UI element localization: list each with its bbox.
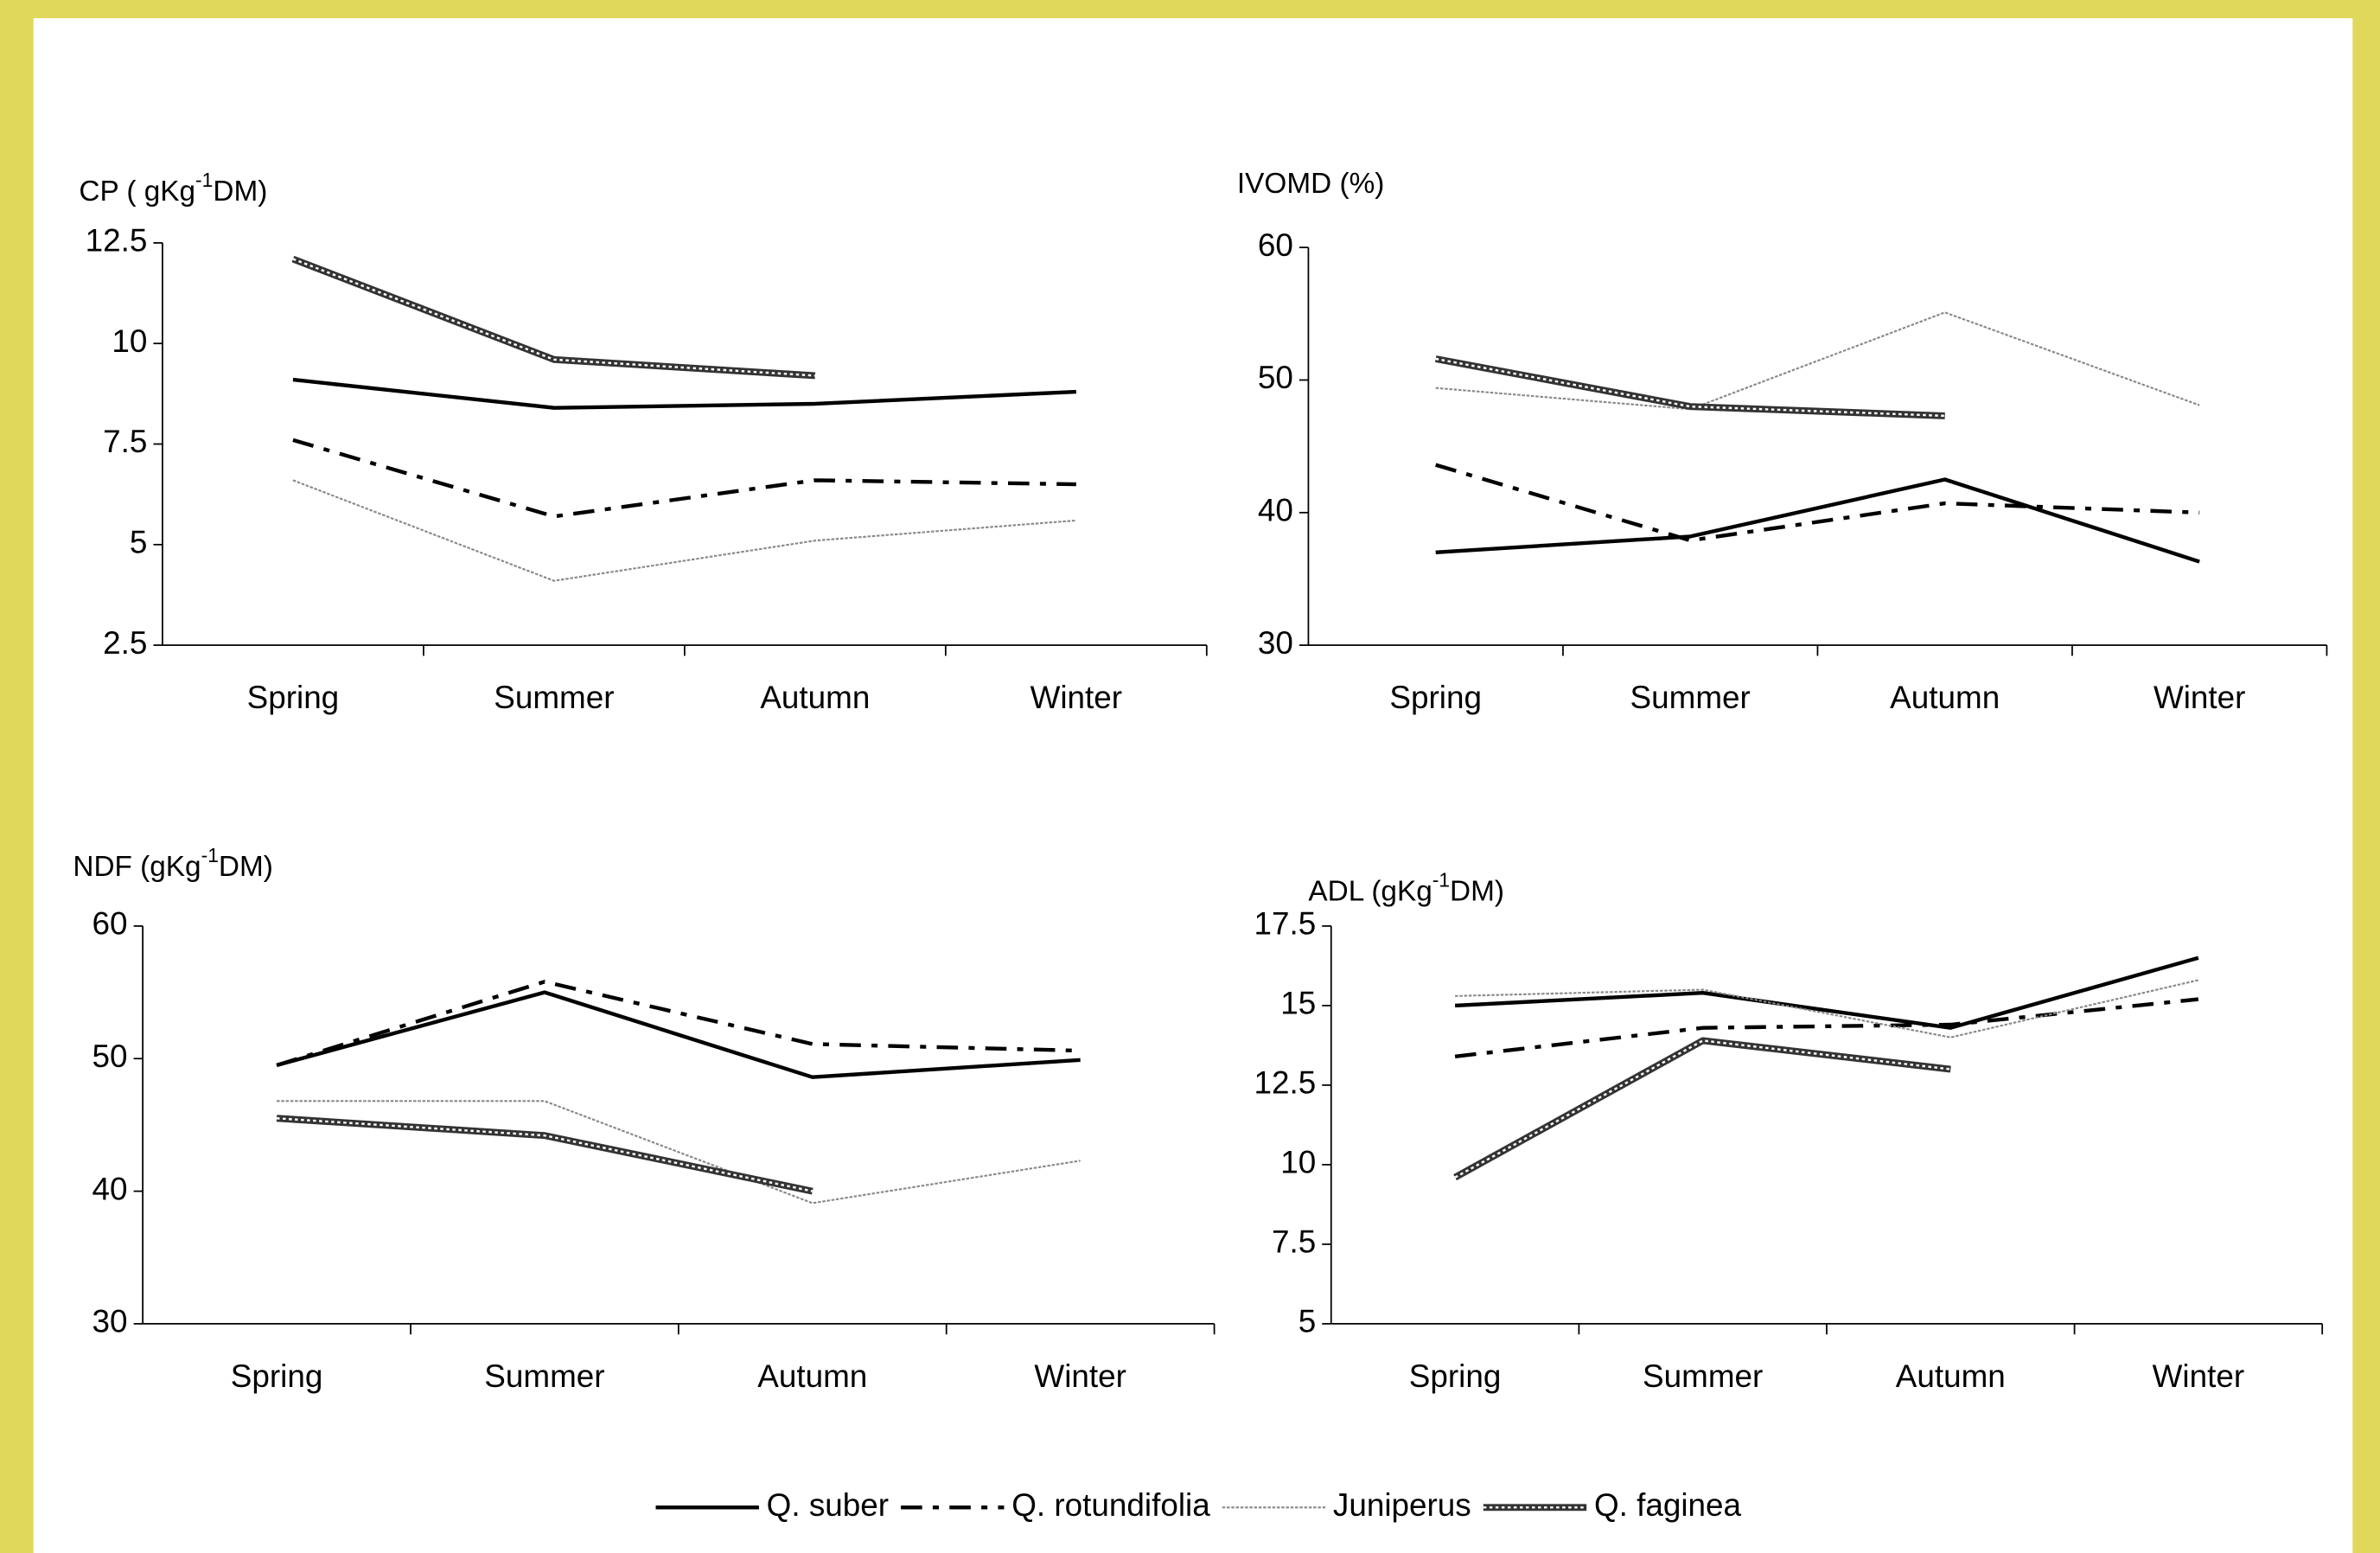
y-tick-label: 30 (1258, 625, 1293, 661)
series-line (277, 1100, 1081, 1205)
x-tick-label: Winter (1030, 680, 1123, 715)
x-tick-label: Winter (2153, 680, 2246, 715)
y-tick-label: 30 (93, 1304, 128, 1339)
legend-label: Q. faginea (1594, 1487, 1742, 1523)
title-part: CP ( gKg (79, 176, 195, 208)
x-tick-label: Spring (247, 680, 340, 715)
y-tick-label: 10 (112, 323, 147, 359)
y-tick-label: 60 (93, 906, 128, 942)
y-tick-label: 12.5 (1254, 1065, 1316, 1101)
legend-label: Q. rotundifolia (1011, 1487, 1210, 1523)
series-line (1455, 979, 2199, 1039)
legend-label: Juniperus (1333, 1487, 1471, 1523)
y-tick-label: 17.5 (1254, 906, 1316, 942)
series-line (292, 479, 1076, 582)
legend-label: Q. suber (767, 1487, 889, 1523)
chart-title: IVOMD (%) (1237, 168, 1384, 200)
series-line (1454, 955, 2199, 1030)
line-texture (276, 1117, 814, 1192)
chart-title: CP ( gKg-1DM) (79, 169, 267, 208)
series-line (1435, 477, 2200, 564)
x-tick-label: Spring (1409, 1358, 1502, 1394)
title-superscript: -1 (195, 169, 213, 191)
panel (33, 18, 2353, 1553)
line-texture (1454, 1039, 1951, 1179)
title-part: IVOMD (%) (1237, 168, 1384, 200)
title-part: DM) (1450, 875, 1504, 907)
y-tick-label: 60 (1258, 227, 1293, 263)
line-texture (1435, 357, 1945, 418)
y-tick-label: 5 (1298, 1304, 1317, 1339)
x-tick-label: Winter (2153, 1358, 2245, 1394)
y-tick-label: 40 (1258, 493, 1293, 528)
series-line (1454, 997, 2199, 1058)
y-tick-label: 40 (93, 1171, 128, 1206)
series-line (292, 438, 1076, 519)
title-part: DM) (213, 176, 267, 208)
x-tick-label: Autumn (1890, 680, 2000, 715)
title-part: ADL (gKg (1308, 875, 1432, 907)
y-tick-label: 10 (1280, 1145, 1316, 1180)
series-line (1435, 463, 2200, 543)
x-tick-label: Autumn (757, 1358, 867, 1394)
x-tick-label: Summer (484, 1358, 604, 1394)
y-tick-label: 50 (1258, 360, 1293, 395)
y-tick-label: 7.5 (1272, 1224, 1316, 1260)
x-tick-label: Summer (1630, 680, 1751, 715)
series-line (276, 990, 1081, 1079)
x-tick-label: Spring (1389, 680, 1482, 715)
x-tick-label: Winter (1034, 1358, 1126, 1394)
y-tick-label: 5 (130, 525, 148, 560)
series-line (1435, 311, 2200, 411)
title-part: DM) (219, 851, 273, 883)
title-superscript: -1 (1432, 868, 1450, 891)
y-tick-label: 7.5 (103, 424, 147, 459)
chart-title: NDF (gKg-1DM) (73, 844, 272, 883)
y-tick-label: 2.5 (103, 625, 147, 661)
y-tick-label: 12.5 (86, 223, 148, 259)
title-superscript: -1 (201, 844, 219, 866)
title-part: NDF (gKg (73, 851, 201, 883)
x-tick-label: Summer (1643, 1358, 1763, 1394)
chart-title: ADL (gKg-1DM) (1308, 868, 1504, 907)
x-tick-label: Spring (231, 1358, 323, 1394)
series-line (276, 980, 1081, 1068)
y-tick-label: 50 (93, 1039, 128, 1074)
line-texture (292, 258, 815, 377)
y-tick-label: 15 (1280, 986, 1316, 1021)
series-line (292, 377, 1076, 410)
x-tick-label: Autumn (760, 680, 870, 715)
x-tick-label: Summer (494, 680, 614, 715)
x-tick-label: Autumn (1896, 1358, 2006, 1394)
